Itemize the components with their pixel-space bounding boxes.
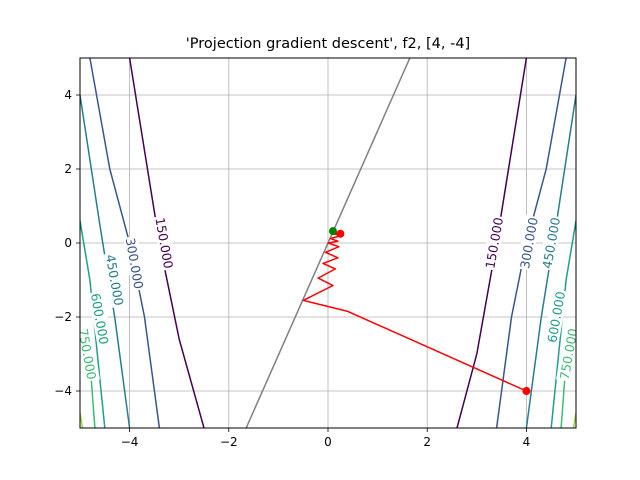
contour-label-background [543,289,568,345]
x-tick-label: 4 [523,435,531,449]
point-markers [328,227,531,395]
contour-line-left [128,58,205,428]
contour-label-background [538,215,563,271]
x-tick-label: −2 [220,435,238,449]
contour-label-background [88,290,113,347]
contour-label-background [103,252,128,308]
chart-title: 'Projection gradient descent', f2, [4, -… [186,36,470,52]
y-tick-label: −2 [54,310,72,324]
y-tick-label: 0 [64,236,72,250]
x-tick-label: −4 [121,435,139,449]
y-tick-label: −4 [54,384,72,398]
y-tick-label: 4 [64,88,72,102]
y-tick-label: 2 [64,162,72,176]
contour-label-background [481,215,506,271]
start-point-marker [522,387,531,395]
contour-label-background [152,215,177,271]
descent-path-line [302,231,527,392]
axis-ticks: −4 −2 0 2 4 −4 −2 0 2 4 [54,88,530,449]
x-tick-label: 0 [324,435,332,449]
contour-label-background [516,215,541,271]
x-tick-label: 2 [423,435,431,449]
optimum-point-marker [328,227,337,236]
contour-line-right [525,94,576,428]
end-point-marker [336,229,345,238]
contour-line-right [456,58,528,428]
contour-label-background [80,326,100,382]
contour-label-background [123,235,148,292]
contour-label-background [556,326,576,382]
descent-path-group [302,231,527,392]
